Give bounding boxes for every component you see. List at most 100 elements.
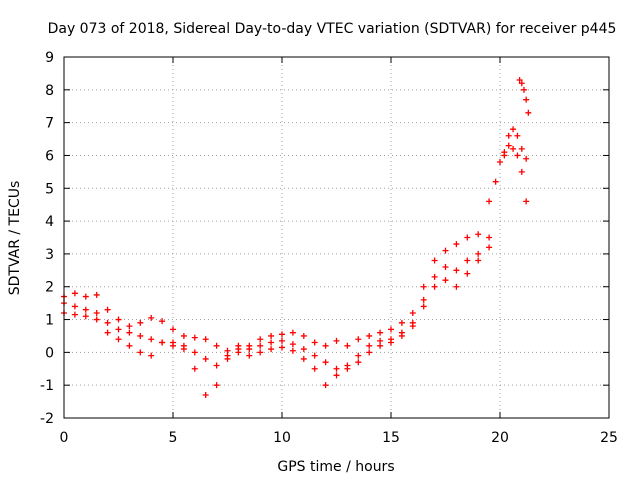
data-point <box>431 283 438 290</box>
data-point <box>126 342 133 349</box>
x-axis-label: GPS time / hours <box>277 459 394 475</box>
data-point <box>333 365 340 372</box>
data-point <box>279 344 285 351</box>
data-point <box>180 332 187 339</box>
series-late-high <box>516 76 532 116</box>
data-point <box>235 349 242 356</box>
data-point <box>300 355 307 362</box>
data-point <box>355 336 362 343</box>
data-point <box>366 332 373 339</box>
data-point <box>246 346 253 353</box>
data-point <box>388 326 394 333</box>
data-point <box>333 337 340 344</box>
series-late-spike-upper <box>501 132 530 162</box>
data-point <box>409 309 416 316</box>
data-point <box>224 355 231 362</box>
data-point <box>93 316 100 323</box>
data-point <box>486 234 493 241</box>
data-point <box>420 296 427 303</box>
data-point <box>518 168 525 175</box>
data-point <box>505 142 512 149</box>
data-point <box>148 352 155 359</box>
chart-title: Day 073 of 2018, Sidereal Day-to-day VTE… <box>48 21 617 37</box>
data-point <box>355 352 362 359</box>
data-point <box>464 270 471 277</box>
data-point <box>525 109 532 116</box>
y-tick-label: 7 <box>45 116 54 132</box>
data-point <box>322 359 329 366</box>
data-point <box>523 96 530 103</box>
data-point <box>442 277 449 284</box>
data-point <box>202 355 209 362</box>
data-point <box>213 342 220 349</box>
data-point <box>322 342 329 349</box>
data-point <box>82 293 89 300</box>
data-point <box>170 339 176 346</box>
data-point <box>510 126 517 133</box>
data-point <box>453 283 460 290</box>
data-point <box>453 241 460 248</box>
data-point <box>322 382 329 389</box>
series-lower-track <box>61 244 493 399</box>
x-tick-label: 15 <box>382 430 400 446</box>
data-point <box>126 323 133 330</box>
data-point <box>516 76 523 83</box>
data-point <box>202 392 209 399</box>
data-point <box>409 323 416 330</box>
data-point <box>159 339 166 346</box>
data-point <box>246 352 253 359</box>
data-point <box>213 362 220 369</box>
data-point <box>505 132 512 139</box>
data-point <box>442 247 449 254</box>
data-point <box>104 306 111 313</box>
x-tick-label: 0 <box>60 430 69 446</box>
series-late-spike <box>492 126 530 205</box>
data-point <box>137 319 144 326</box>
x-tick-label: 5 <box>169 430 178 446</box>
data-point <box>486 244 493 251</box>
data-point <box>514 152 521 159</box>
data-point <box>311 339 318 346</box>
data-point <box>191 365 198 372</box>
data-point <box>279 337 285 344</box>
data-point <box>344 342 351 349</box>
data-point <box>523 155 530 162</box>
data-point <box>289 329 296 336</box>
y-tick-label: 5 <box>45 181 54 197</box>
data-point <box>279 331 285 338</box>
data-point <box>431 273 438 280</box>
data-point <box>311 365 318 372</box>
data-point <box>126 329 133 336</box>
data-point <box>398 332 405 339</box>
data-point <box>431 257 438 264</box>
data-point <box>191 349 198 356</box>
data-point <box>475 231 482 238</box>
y-tick-label: 8 <box>45 83 54 99</box>
y-tick-label: 1 <box>45 313 54 329</box>
data-point <box>268 339 275 346</box>
data-point <box>148 336 155 343</box>
series-upper-track <box>61 198 493 354</box>
data-point <box>159 318 166 325</box>
data-point <box>93 291 100 298</box>
data-point <box>377 329 384 336</box>
data-point <box>344 365 351 372</box>
data-point <box>202 336 209 343</box>
data-point <box>257 349 264 356</box>
x-tick-label: 20 <box>491 430 509 446</box>
data-point <box>366 342 373 349</box>
data-point <box>398 319 405 326</box>
data-point <box>497 159 503 166</box>
data-point <box>257 336 264 343</box>
data-point <box>213 382 220 389</box>
data-point <box>501 152 508 159</box>
y-tick-label: -1 <box>40 378 54 394</box>
data-point <box>268 346 275 353</box>
data-point <box>514 132 521 139</box>
data-point <box>289 347 296 354</box>
x-tick-label: 10 <box>273 430 291 446</box>
data-point <box>235 342 242 349</box>
y-tick-label: 2 <box>45 280 54 296</box>
